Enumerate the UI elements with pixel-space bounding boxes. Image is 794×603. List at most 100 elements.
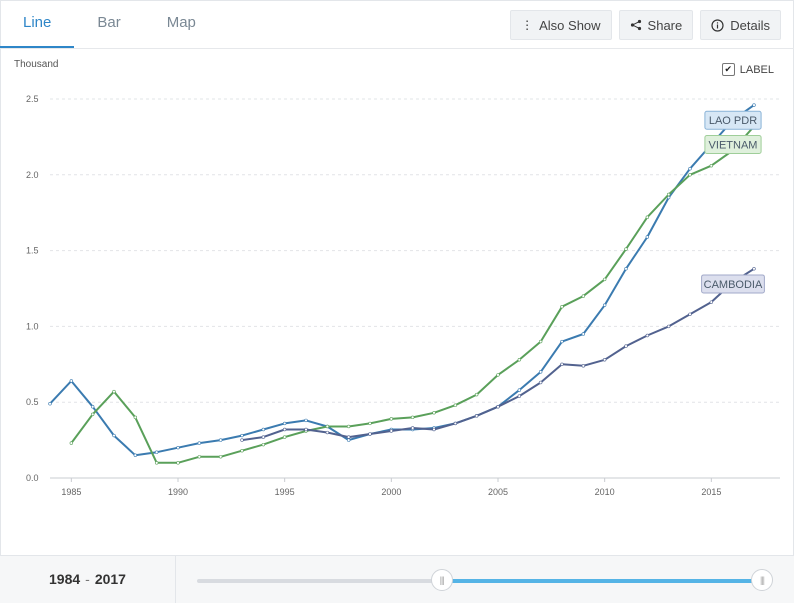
data-point-cambodia (432, 427, 436, 432)
data-point-lao-pdr (517, 388, 522, 392)
data-point-cambodia (752, 267, 756, 271)
x-tick-label: 2010 (595, 487, 615, 497)
data-point-lao-pdr (197, 441, 202, 445)
y-tick-label: 2.5 (26, 94, 39, 104)
data-point-cambodia (474, 414, 479, 418)
data-point-vietnam (197, 455, 202, 459)
slider-fill (441, 579, 762, 583)
data-point-vietnam (538, 339, 543, 344)
line-chart: 0.0 0.5 1.0 1.5 2.0 2.5 1985 1990 1995 2000 2005 20… (26, 94, 780, 497)
data-point-cambodia (261, 435, 266, 439)
data-point-lao-pdr (69, 379, 74, 383)
data-point-lao-pdr (90, 405, 95, 409)
tab-line[interactable]: Line (0, 0, 75, 48)
series-line-cambodia[interactable] (241, 267, 755, 442)
y-tick-label: 0.0 (26, 473, 39, 483)
share-button[interactable]: Share (618, 10, 694, 40)
series-line-lao-pdr[interactable] (49, 104, 755, 457)
x-tick-label: 2015 (701, 487, 721, 497)
data-point-lao-pdr (624, 267, 628, 271)
series-labels: LAO PDR VIETNAM CAMBODIA (701, 110, 765, 294)
data-point-vietnam (133, 415, 138, 420)
data-point-cambodia (538, 380, 543, 385)
data-point-cambodia (346, 435, 351, 439)
data-point-vietnam (624, 247, 628, 251)
slider-handle-start[interactable]: ||| (430, 569, 453, 591)
view-tabs: Line Bar Map (0, 0, 219, 48)
series-label-lao-pdr: LAO PDR (709, 115, 757, 127)
data-point-vietnam (176, 461, 180, 465)
data-point-cambodia (560, 362, 564, 366)
data-point-lao-pdr (282, 421, 287, 426)
data-point-cambodia (688, 312, 692, 316)
data-point-cambodia (581, 364, 586, 368)
y-tick-label: 2.0 (26, 170, 39, 180)
grid-lines (50, 98, 780, 479)
data-point-vietnam (218, 455, 223, 459)
data-point-cambodia (517, 394, 522, 398)
data-point-cambodia (666, 324, 671, 329)
data-point-cambodia (496, 405, 500, 409)
data-point-cambodia (240, 438, 244, 442)
data-point-vietnam (666, 192, 671, 197)
x-tick-label: 1995 (275, 487, 295, 497)
y-tick-label: 1.5 (26, 246, 39, 256)
data-point-vietnam (688, 173, 692, 177)
data-point-cambodia (410, 426, 415, 430)
data-point-vietnam (154, 461, 159, 465)
x-tick-label: 1985 (61, 487, 81, 497)
tab-bar[interactable]: Bar (97, 14, 121, 31)
data-point-lao-pdr (602, 303, 607, 307)
series-label-box-lao-pdr (704, 110, 762, 130)
data-point-lao-pdr (581, 332, 586, 336)
data-point-vietnam (90, 412, 95, 417)
data-point-vietnam (581, 294, 586, 298)
series-label-box-vietnam (704, 134, 762, 154)
data-point-vietnam (645, 215, 650, 219)
range-separator: - (85, 571, 90, 587)
data-point-cambodia (453, 421, 458, 426)
data-point-vietnam (474, 392, 479, 397)
share-icon (630, 19, 641, 31)
data-point-vietnam (602, 277, 607, 282)
data-point-vietnam (389, 417, 394, 421)
data-point-cambodia (325, 430, 330, 435)
details-button[interactable]: Details (700, 10, 781, 40)
data-point-cambodia (645, 333, 650, 338)
data-point-vietnam (560, 304, 564, 309)
label-checkbox[interactable]: ✔ (721, 63, 735, 76)
tab-map[interactable]: Map (166, 14, 196, 31)
data-point-lao-pdr (261, 427, 266, 432)
x-tick-label: 2005 (488, 487, 508, 497)
data-point-cambodia (304, 427, 308, 432)
data-point-lao-pdr (218, 438, 223, 442)
vertical-dots-icon: ⋮ (521, 18, 534, 32)
slider-handle-end[interactable]: ||| (751, 569, 773, 591)
data-point-lao-pdr (133, 453, 138, 457)
data-point-vietnam (69, 441, 74, 445)
range-end: 2017 (94, 571, 126, 587)
data-point-cambodia (368, 432, 372, 436)
data-point-lao-pdr (112, 433, 116, 438)
slider-track[interactable]: ||| ||| (197, 569, 773, 591)
data-point-lao-pdr (240, 433, 244, 438)
also-show-button[interactable]: ⋮ Also Show (510, 10, 612, 40)
data-point-cambodia (282, 427, 287, 432)
data-point-lao-pdr (346, 438, 351, 442)
toolbar: ⋮ Also Show Share Details (510, 10, 781, 40)
y-tick-label: 1.0 (26, 321, 39, 331)
data-point-vietnam (325, 424, 330, 429)
data-point-vietnam (282, 435, 287, 439)
data-point-vietnam (496, 373, 500, 377)
data-point-vietnam (709, 164, 714, 168)
data-point-vietnam (346, 424, 351, 429)
header-divider (0, 48, 794, 49)
label-toggle[interactable]: ✔ LABEL (721, 63, 774, 76)
x-tick-label: 1990 (168, 487, 188, 497)
series-line-vietnam[interactable] (70, 125, 755, 464)
series-label-box-cambodia (701, 274, 765, 294)
data-point-vietnam (432, 411, 436, 415)
data-point-vietnam (453, 403, 458, 407)
data-point-lao-pdr (176, 445, 180, 450)
data-point-lao-pdr (645, 235, 650, 239)
